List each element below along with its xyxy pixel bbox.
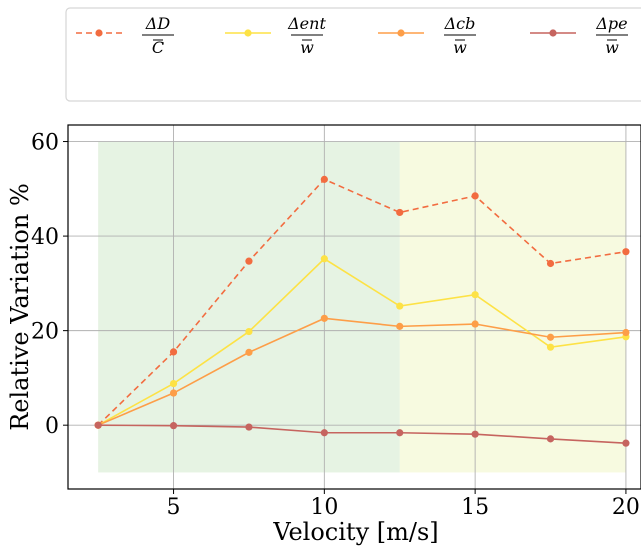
data-point (169, 379, 178, 388)
legend-box (65, 7, 641, 102)
data-point (396, 322, 404, 330)
y-tick-label: 40 (31, 225, 59, 250)
shaded-region-2 (399, 141, 626, 473)
x-tick-label: 5 (167, 495, 181, 520)
data-point (245, 423, 253, 431)
data-point (622, 328, 630, 337)
x-tick-label: 20 (612, 495, 640, 520)
series-line (98, 424, 626, 444)
legend-entry-4: Δpe w (530, 14, 628, 57)
data-point (245, 327, 253, 336)
data-point (245, 257, 253, 265)
y-tick-label: 0 (45, 414, 59, 439)
legend-marker (244, 29, 252, 37)
data-point (622, 248, 630, 256)
y-axis-label: Relative Variation % (6, 183, 34, 431)
plot-frame (67, 124, 641, 490)
series-2 (94, 255, 630, 429)
data-point (471, 320, 479, 328)
data-point (471, 192, 479, 200)
legend-numerator: ΔD (145, 14, 171, 33)
data-point (471, 291, 479, 299)
series-line (97, 178, 627, 426)
legend-entry-3: Δcb w (378, 14, 476, 57)
data-point (546, 333, 555, 341)
shaded-region-1 (98, 141, 400, 473)
x-axis-label: Velocity [m/s] (272, 518, 438, 546)
data-point (320, 255, 328, 263)
legend-entry-2: Δent w (225, 14, 326, 57)
y-tick-label: 60 (31, 131, 59, 156)
data-point (169, 348, 178, 356)
legend-entry-1: ΔD C (76, 14, 174, 57)
series-line (97, 257, 627, 426)
data-point (320, 314, 328, 322)
series-group (94, 175, 630, 447)
data-point (169, 422, 178, 430)
legend-denominator: w (300, 38, 314, 57)
x-tick-label: 15 (461, 495, 489, 520)
legend-denominator: w (605, 38, 619, 57)
data-point (396, 208, 404, 217)
series-4 (94, 421, 630, 447)
y-tick-label: 20 (31, 320, 59, 345)
data-point (396, 429, 404, 437)
x-tick-label: 10 (310, 495, 338, 520)
legend-denominator: w (453, 38, 467, 57)
data-point (622, 439, 630, 447)
data-point (396, 302, 404, 310)
data-point (320, 429, 328, 437)
data-point (94, 421, 102, 429)
legend-marker (397, 29, 405, 37)
data-point (245, 348, 253, 356)
legend: ΔD C Δent w Δcb w Δpe w (76, 14, 628, 57)
data-point (320, 175, 328, 183)
data-point (169, 389, 178, 397)
data-point (546, 435, 555, 443)
ticks: 5 10 15 20 0 20 40 60 (31, 131, 640, 520)
data-point (471, 430, 479, 438)
legend-numerator: Δcb (444, 14, 476, 33)
shaded-regions (98, 141, 626, 473)
legend-numerator: Δent (287, 14, 326, 33)
series-1 (94, 175, 630, 429)
series-line (97, 317, 626, 426)
data-point (546, 259, 555, 268)
legend-denominator: C (152, 38, 164, 57)
legend-marker (549, 29, 557, 37)
data-point (546, 343, 555, 351)
legend-numerator: Δpe (595, 14, 627, 33)
legend-marker (95, 29, 103, 37)
